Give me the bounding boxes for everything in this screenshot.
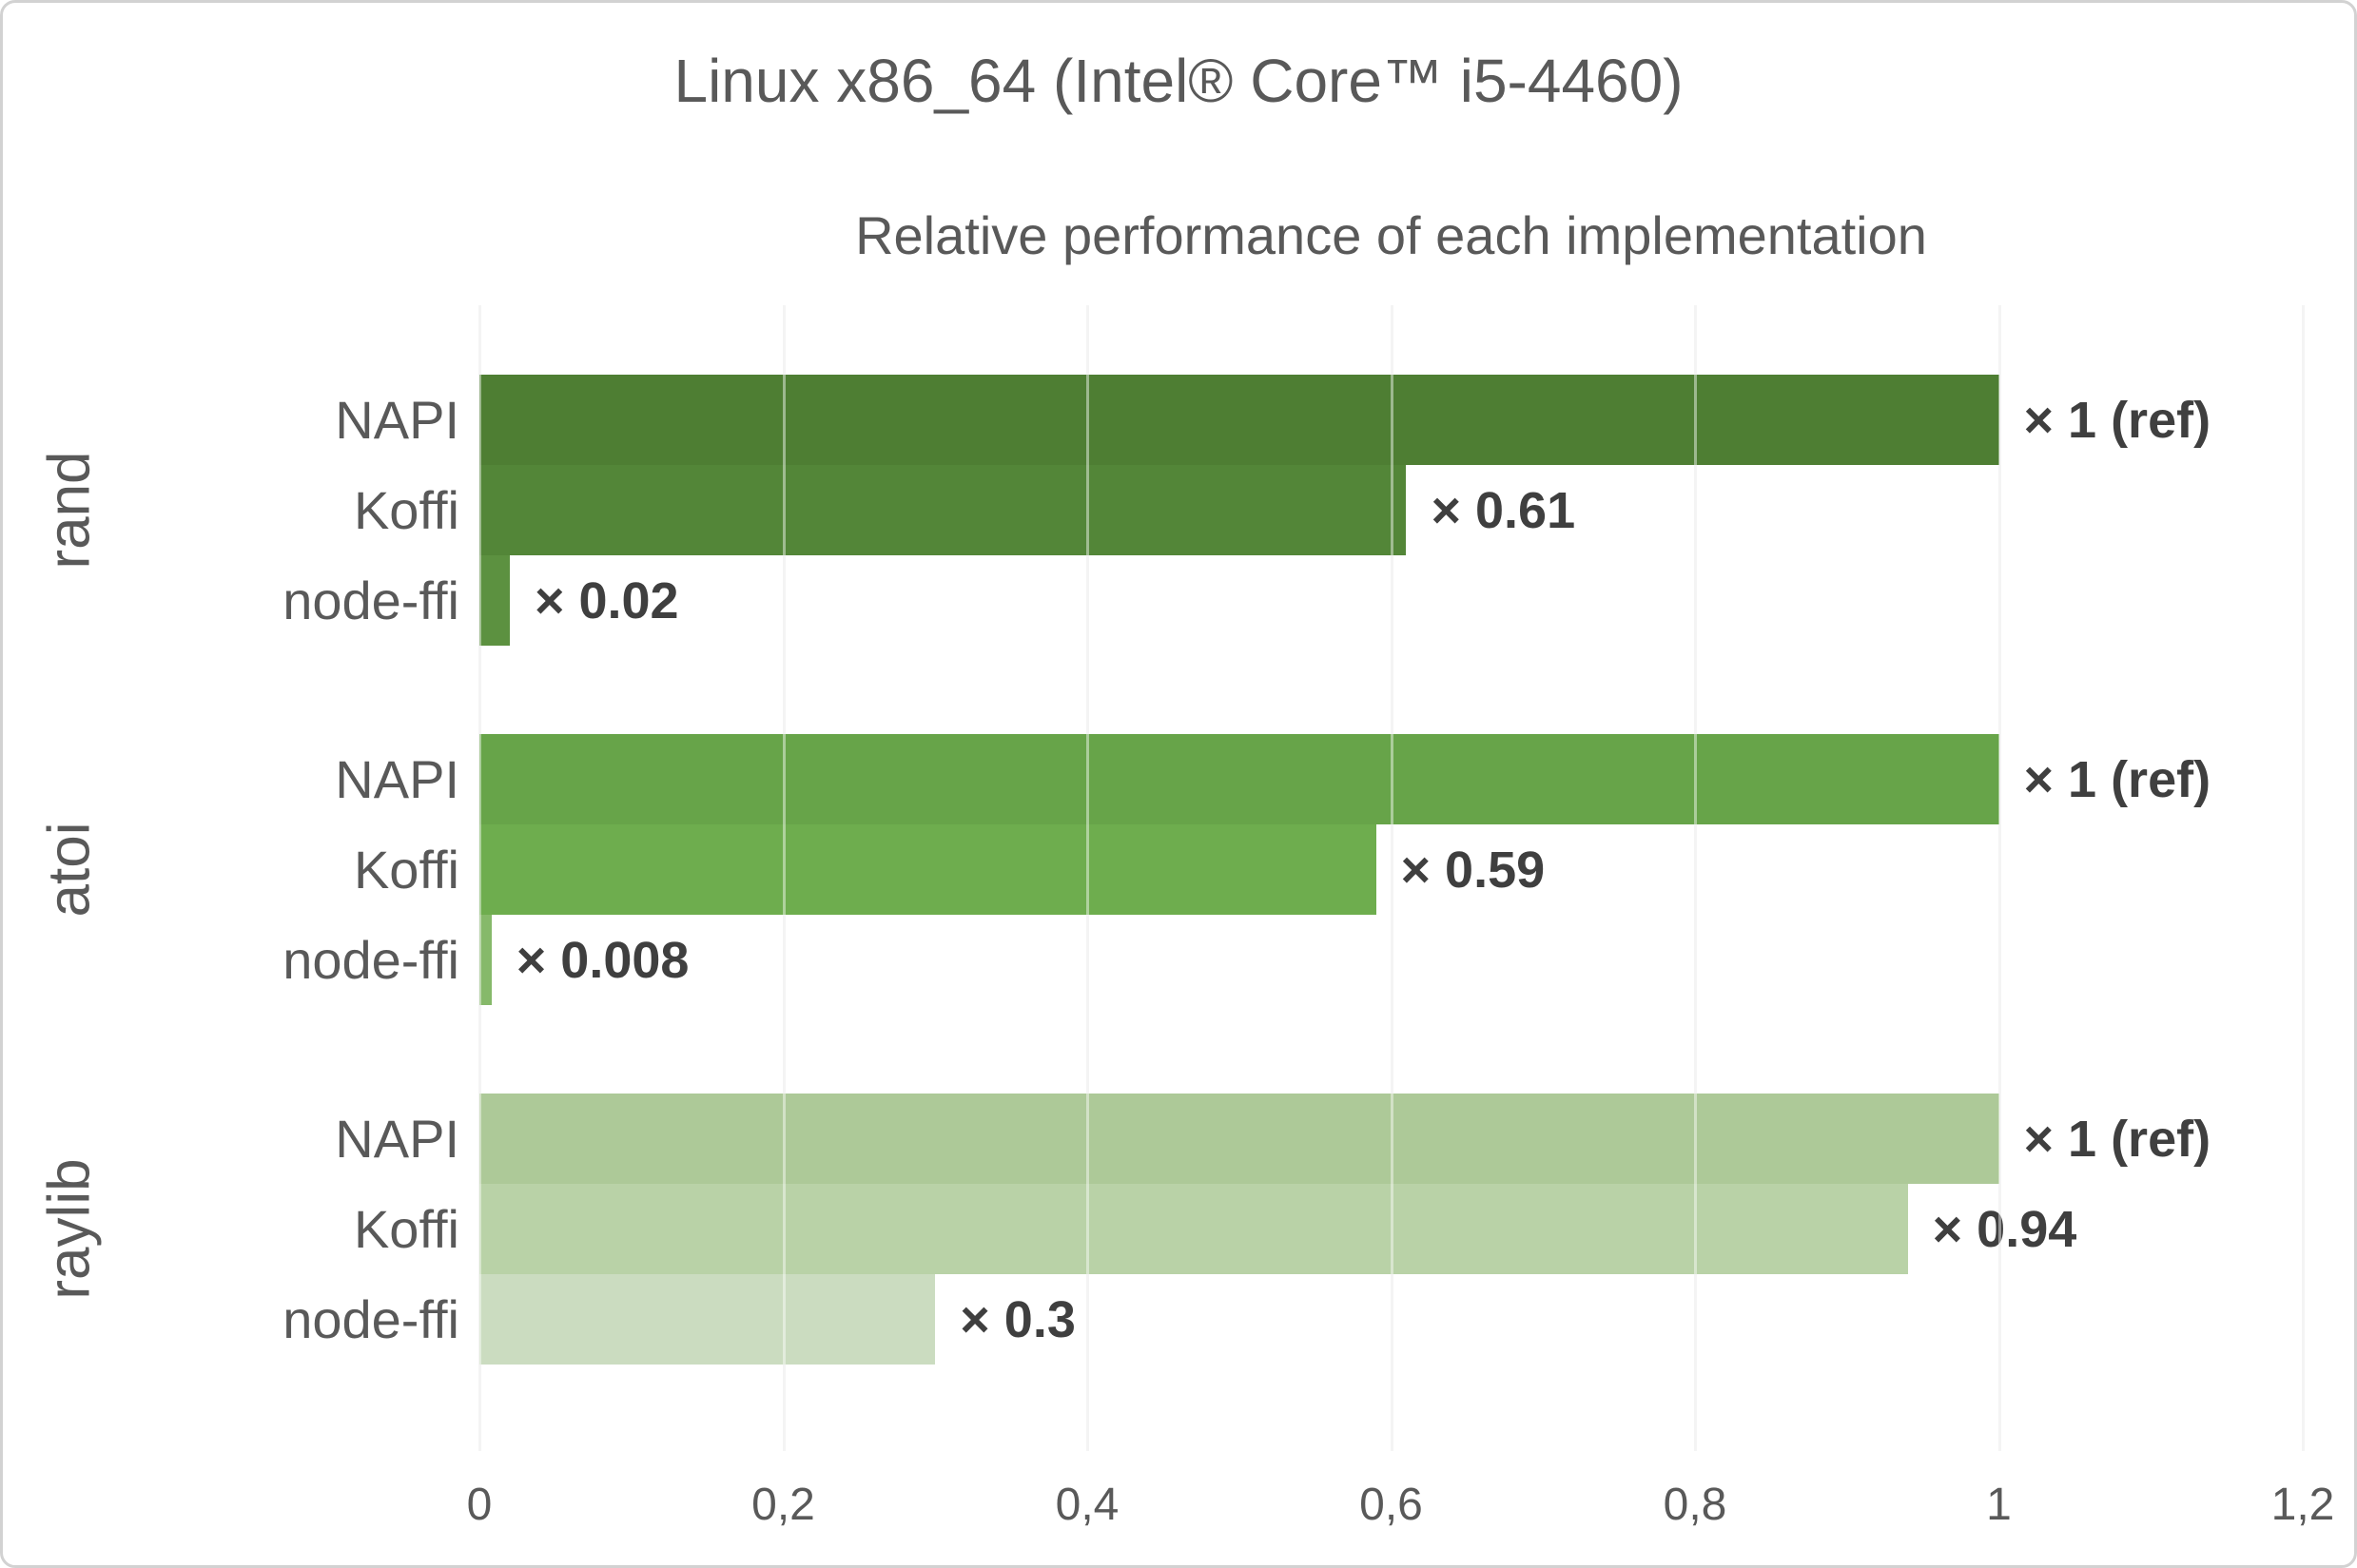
gridline-0,6 xyxy=(1390,305,1393,1451)
bar-atoi-NAPI xyxy=(479,734,1999,824)
bar-label-atoi-Koffi: Koffi xyxy=(353,840,459,900)
gridline-1 xyxy=(1997,305,2001,1451)
plot-area: × 1 (ref) × 0.61 × 0.02 × 1 (ref) × 0.59 × 0.… xyxy=(478,305,2305,1451)
value-label-atoi-node-ffi: × 0.008 xyxy=(516,931,690,989)
bar-label-rand-Koffi: Koffi xyxy=(353,480,459,540)
gridline-1,2 xyxy=(2302,305,2305,1451)
value-label-atoi-NAPI: × 1 (ref) xyxy=(2023,750,2211,808)
bars-layer: × 1 (ref) × 0.61 × 0.02 × 1 (ref) × 0.59 × 0.… xyxy=(479,305,2303,1451)
gridline-0,8 xyxy=(1694,305,1697,1451)
bar-raylib-NAPI xyxy=(479,1094,1999,1184)
bar-raylib-node-ffi xyxy=(479,1274,936,1365)
bar-label-raylib-Koffi: Koffi xyxy=(353,1199,459,1259)
bar-raylib-Koffi xyxy=(479,1184,1908,1274)
gridlines-over xyxy=(478,305,2305,1451)
gridline-0,2 xyxy=(782,305,786,1451)
value-label-rand-node-ffi: × 0.02 xyxy=(534,571,679,629)
x-tick-label: 0,2 xyxy=(751,1480,815,1530)
bar-label-rand-node-ffi: node-ffi xyxy=(282,571,459,630)
bar-rand-node-ffi xyxy=(479,555,510,646)
x-tick-label: 0,4 xyxy=(1055,1480,1120,1530)
value-label-raylib-node-ffi: × 0.3 xyxy=(960,1290,1076,1348)
value-label-rand-NAPI: × 1 (ref) xyxy=(2023,391,2211,449)
gridline-0,6 xyxy=(1390,305,1393,1451)
gridline-0 xyxy=(478,305,481,1451)
gridline-0,4 xyxy=(1086,305,1089,1451)
bar-atoi-Koffi xyxy=(479,824,1376,915)
value-label-raylib-Koffi: × 0.94 xyxy=(1932,1200,2077,1258)
chart-title: Linux x86_64 (Intel® Core™ i5-4460) xyxy=(673,47,1684,115)
value-label-rand-Koffi: × 0.61 xyxy=(1431,481,1576,539)
group-label-rand: rand xyxy=(14,375,125,646)
bar-label-raylib-NAPI: NAPI xyxy=(335,1109,459,1169)
value-label-atoi-Koffi: × 0.59 xyxy=(1400,841,1546,899)
x-tick-label: 0,6 xyxy=(1359,1480,1423,1530)
bar-label-rand-NAPI: NAPI xyxy=(335,390,459,450)
gridline-1,2 xyxy=(2302,305,2305,1451)
value-label-raylib-NAPI: × 1 (ref) xyxy=(2023,1110,2211,1168)
bar-rand-NAPI xyxy=(479,375,1999,465)
group-label-text: atoi xyxy=(36,822,103,918)
group-label-text: raylib xyxy=(36,1158,103,1300)
x-tick-label: 1 xyxy=(1986,1480,2012,1530)
gridline-0,8 xyxy=(1694,305,1697,1451)
chart-subtitle: Relative performance of each implementat… xyxy=(855,205,1927,265)
bar-label-atoi-NAPI: NAPI xyxy=(335,749,459,809)
bar-label-raylib-node-ffi: node-ffi xyxy=(282,1289,459,1349)
group-label-atoi: atoi xyxy=(14,734,125,1005)
group-label-raylib: raylib xyxy=(14,1094,125,1365)
gridline-1 xyxy=(1997,305,2001,1451)
x-tick-label: 0 xyxy=(466,1480,493,1530)
bar-atoi-node-ffi xyxy=(479,915,492,1005)
x-tick-label: 1,2 xyxy=(2270,1480,2335,1530)
bar-label-atoi-node-ffi: node-ffi xyxy=(282,930,459,990)
bar-rand-Koffi xyxy=(479,465,1407,555)
x-tick-label: 0,8 xyxy=(1663,1480,1727,1530)
group-label-text: rand xyxy=(36,451,103,570)
